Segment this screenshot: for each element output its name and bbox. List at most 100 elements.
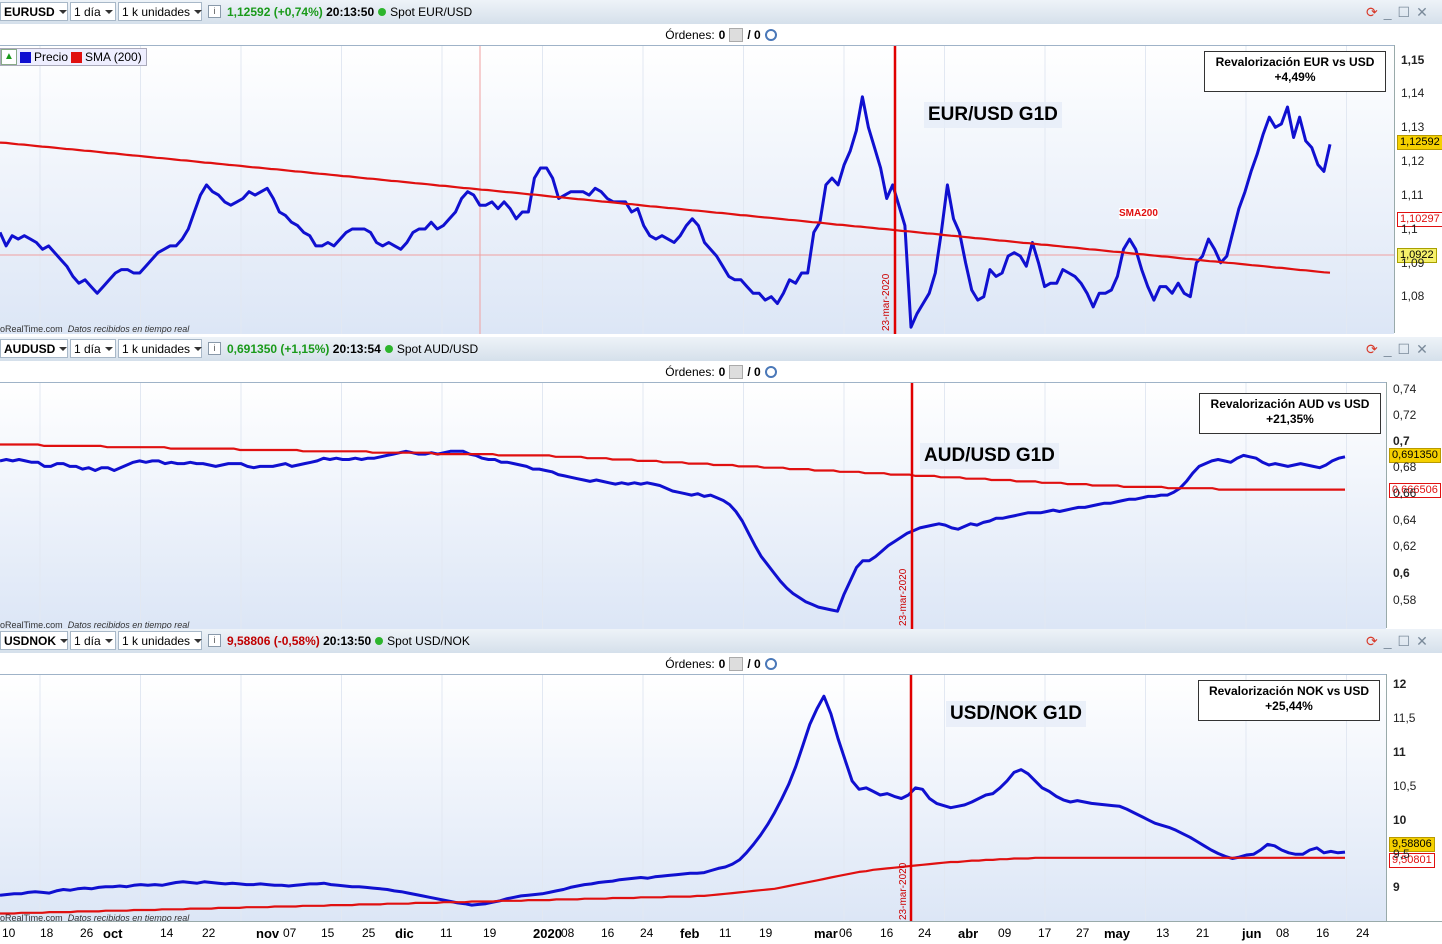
audusd-panel: AUDUSD 1 día 1 k unidades i 0,691350 (+1…: [0, 337, 1442, 630]
price-change: (+0,74%): [273, 4, 323, 19]
chevron-down-icon: [59, 346, 68, 351]
eurusd-chart: [0, 46, 1394, 334]
orders-icon[interactable]: [729, 364, 744, 379]
x-tick-label: abr: [958, 926, 979, 941]
gear-icon[interactable]: [764, 365, 777, 378]
expand-legend-icon[interactable]: ▲: [1, 49, 17, 65]
quote-info: i 1,12592 (+0,74%) 20:13:50 Spot EUR/USD: [208, 2, 472, 21]
revaluation-note: Revalorización EUR vs USD +4,49%: [1204, 51, 1386, 92]
units-select[interactable]: 1 k unidades: [118, 339, 203, 358]
x-tick-label: jun: [1242, 926, 1262, 941]
x-tick-label: 08: [561, 926, 575, 940]
close-icon[interactable]: ✕: [1416, 340, 1428, 357]
y-tick-label: 9: [1393, 880, 1400, 894]
close-icon[interactable]: ✕: [1416, 632, 1428, 649]
event-date: 23-mar-2020: [881, 273, 892, 331]
quote-info: i 9,58806 (-0,58%) 20:13:50 Spot USD/NOK: [208, 631, 470, 650]
eurusd-panel: EURUSD 1 día 1 k unidades i 1,12592 (+0,…: [0, 0, 1442, 337]
audusd-price-axis: 0,691350 0,666506 0,74 0,72 0,7 0,68 0,66 0,6…: [1386, 382, 1442, 628]
x-tick-label: feb: [680, 926, 700, 941]
legend-sma: SMA (200): [85, 50, 142, 64]
window-controls: ⟳ _ ☐ ✕: [1366, 3, 1428, 21]
y-tick-label: 12: [1393, 677, 1407, 691]
instrument-name: Spot EUR/USD: [390, 4, 473, 19]
instrument-name: Spot AUD/USD: [396, 341, 479, 356]
info-icon[interactable]: i: [208, 342, 221, 355]
x-tick-label: dic: [395, 926, 414, 941]
x-tick-label: 19: [483, 926, 497, 940]
chart-label: EUR/USD G1D: [924, 102, 1062, 128]
x-tick-label: may: [1104, 926, 1131, 941]
units-select[interactable]: 1 k unidades: [118, 631, 203, 650]
y-tick-label: 0,72: [1393, 408, 1417, 422]
orders-icon[interactable]: [729, 27, 744, 42]
gear-icon[interactable]: [764, 657, 777, 670]
chevron-down-icon: [60, 638, 69, 643]
orders-bar: Órdenes: 0 / 0: [0, 24, 1442, 45]
minimize-icon[interactable]: _: [1383, 4, 1392, 20]
price-change: (+1,15%): [280, 341, 330, 356]
x-tick-label: 09: [998, 926, 1012, 940]
x-tick-label: 2020: [533, 926, 562, 941]
usdnok-panel: USDNOK 1 día 1 k unidades i 9,58806 (-0,…: [0, 629, 1442, 923]
maximize-icon[interactable]: ☐: [1397, 632, 1411, 649]
chevron-down-icon: [104, 638, 113, 643]
last-price: 9,58806: [227, 633, 271, 648]
price-swatch: [20, 51, 31, 63]
revaluation-note: Revalorización AUD vs USD +21,35%: [1199, 393, 1381, 434]
y-tick-label: 0,68: [1393, 460, 1417, 474]
x-tick-label: 11: [719, 926, 732, 940]
last-price-tag: 0,691350: [1389, 448, 1441, 463]
y-tick-label: 10: [1393, 813, 1407, 827]
sma-series-line: [0, 141, 1331, 274]
units-select[interactable]: 1 k unidades: [118, 2, 203, 21]
quote-time: 20:13:50: [326, 4, 375, 19]
sync-icon[interactable]: ⟳: [1366, 340, 1378, 357]
audusd-chart: [0, 383, 1347, 629]
orders-icon[interactable]: [729, 656, 744, 671]
gear-icon[interactable]: [764, 28, 777, 41]
audusd-toolbar: AUDUSD 1 día 1 k unidades i 0,691350 (+1…: [0, 337, 1442, 362]
info-icon[interactable]: i: [208, 5, 221, 18]
y-tick-label: 1,13: [1401, 120, 1425, 134]
x-tick-label: 11: [440, 926, 453, 940]
timeframe-select[interactable]: 1 día: [70, 339, 116, 358]
timeframe-select[interactable]: 1 día: [70, 2, 116, 21]
last-price: 0,691350: [227, 341, 278, 356]
window-controls: ⟳ _ ☐ ✕: [1366, 340, 1428, 358]
info-icon[interactable]: i: [208, 634, 221, 647]
symbol-select[interactable]: AUDUSD: [0, 339, 68, 358]
timeframe-select[interactable]: 1 día: [70, 631, 116, 650]
y-tick-label: 1,1: [1401, 222, 1418, 236]
symbol-select[interactable]: USDNOK: [0, 631, 69, 650]
x-tick-label: 16: [601, 926, 615, 940]
close-icon[interactable]: ✕: [1416, 3, 1428, 20]
minimize-icon[interactable]: _: [1383, 341, 1392, 357]
audusd-plot[interactable]: AUD/USD G1D Revalorización AUD vs USD +21…: [0, 382, 1386, 630]
x-tick-label: 16: [880, 926, 894, 940]
usdnok-plot[interactable]: USD/NOK G1D Revalorización NOK vs USD +25…: [0, 674, 1386, 923]
last-price-tag: 9,58806: [1389, 837, 1435, 852]
usdnok-chart: [0, 675, 1347, 922]
eurusd-toolbar: EURUSD 1 día 1 k unidades i 1,12592 (+0,…: [0, 0, 1442, 25]
sync-icon[interactable]: ⟳: [1366, 3, 1378, 20]
sma-price-tag: 9,50801: [1389, 853, 1435, 868]
symbol-select[interactable]: EURUSD: [0, 2, 68, 21]
minimize-icon[interactable]: _: [1383, 633, 1392, 649]
x-tick-label: 21: [1196, 926, 1210, 940]
eurusd-plot[interactable]: ▲ Precio SMA (200) EUR/USD G1D Revaloriz…: [0, 45, 1394, 334]
price-series-line: [0, 95, 1332, 329]
y-tick-label: 11,5: [1393, 711, 1416, 725]
maximize-icon[interactable]: ☐: [1397, 340, 1411, 357]
sma-series-line: [0, 443, 1345, 491]
orders-bar: Órdenes: 0 / 0: [0, 653, 1442, 674]
y-tick-label: 0,66: [1393, 486, 1417, 500]
maximize-icon[interactable]: ☐: [1397, 3, 1411, 20]
sync-icon[interactable]: ⟳: [1366, 632, 1378, 649]
event-date: 23-mar-2020: [898, 568, 909, 626]
chevron-down-icon: [104, 346, 113, 351]
x-tick-label: 24: [640, 926, 654, 940]
x-tick-label: mar: [814, 926, 838, 941]
price-series-line: [0, 449, 1346, 613]
sma-price-tag: 0,666506: [1389, 483, 1441, 498]
